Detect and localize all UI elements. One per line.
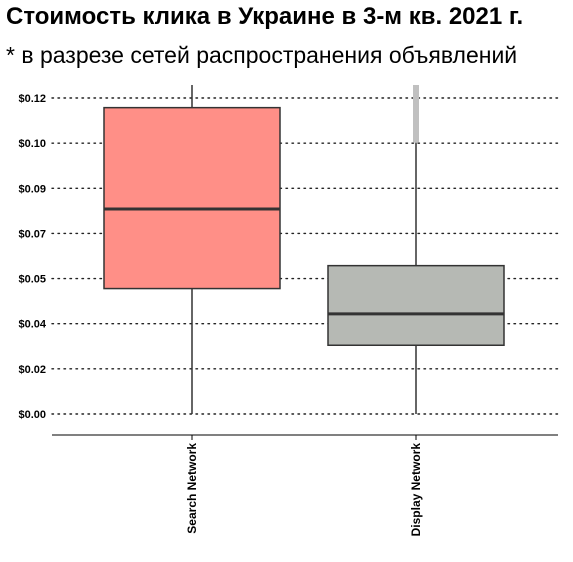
- y-tick-label: $0.07: [18, 228, 46, 240]
- y-tick-label: $0.09: [18, 183, 46, 195]
- x-axis-categories: Search Network Display Network: [185, 435, 423, 536]
- box-series: [103, 85, 505, 414]
- y-axis-ticks: $0.00 $0.02 $0.04 $0.05 $0.07 $0.09 $0.10 $0.12: [18, 93, 46, 421]
- iqr-box: [327, 264, 505, 347]
- y-tick-label: $0.10: [18, 138, 46, 150]
- y-tick-label: $0.00: [18, 409, 46, 421]
- chart-subtitle: * в разрезе сетей распространения объявл…: [6, 42, 518, 68]
- y-tick-label: $0.12: [18, 93, 46, 105]
- box-display-network: [327, 85, 505, 414]
- y-tick-label: $0.02: [18, 364, 46, 376]
- chart-title: Стоимость клика в Украине в 3-м кв. 2021…: [6, 3, 524, 30]
- x-category-label: Display Network: [409, 443, 423, 537]
- outlier-band: [413, 85, 419, 143]
- box-search-network: [103, 85, 281, 414]
- y-tick-label: $0.05: [18, 274, 46, 286]
- y-tick-label: $0.04: [18, 319, 46, 331]
- x-category-label: Search Network: [185, 443, 199, 534]
- iqr-box: [103, 106, 281, 290]
